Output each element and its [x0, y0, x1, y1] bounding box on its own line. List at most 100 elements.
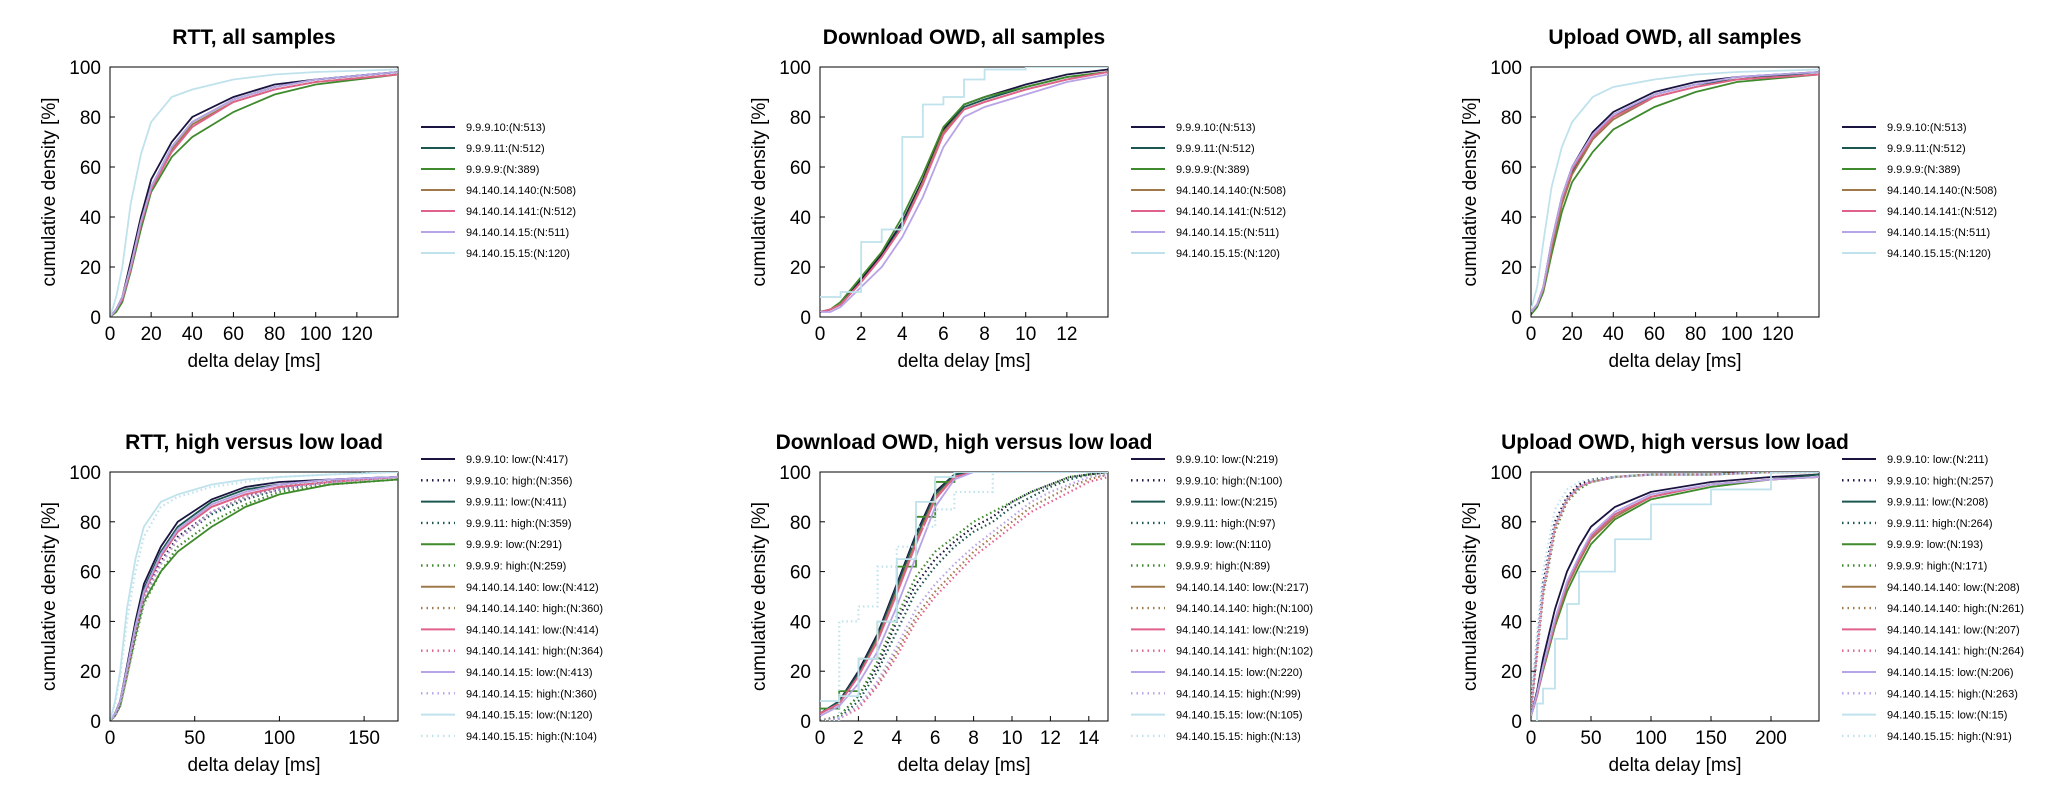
legend-entry: 94.140.15.15:(N:120) — [1887, 248, 1991, 260]
plot-area-frame — [109, 66, 399, 318]
x-tick-label: 80 — [264, 324, 285, 345]
legend-entry: 94.140.14.141: high:(N:364) — [466, 646, 603, 658]
legend-entry: 9.9.9.9:(N:389) — [1176, 164, 1249, 176]
series-line-13 — [110, 472, 398, 721]
x-tick-label: 150 — [348, 728, 380, 749]
x-tick-label: 8 — [979, 324, 990, 345]
x-tick-label: 0 — [1526, 324, 1537, 345]
series-line-11 — [820, 472, 1108, 717]
legend-entry: 9.9.9.10: low:(N:219) — [1176, 454, 1278, 466]
y-tick-label: 60 — [1501, 563, 1522, 584]
legend-entry: 94.140.14.140:(N:508) — [466, 185, 576, 197]
legend-entry: 9.9.9.10: low:(N:211) — [1887, 454, 1988, 466]
legend-entry: 94.140.15.15: low:(N:105) — [1176, 710, 1303, 722]
x-tick-label: 150 — [1695, 728, 1727, 749]
series-line-12 — [110, 475, 398, 721]
x-tick-label: 0 — [815, 324, 826, 345]
legend-entry: 94.140.14.15:(N:511) — [466, 227, 569, 239]
series-line-6 — [110, 71, 398, 317]
x-tick-label: 4 — [892, 728, 903, 749]
x-tick-label: 100 — [1635, 728, 1667, 749]
chart-title: Download OWD, high versus low load — [776, 431, 1153, 454]
legend: 9.9.9.10:(N:513) 9.9.9.11:(N:512) 9.9.9.9:… — [1842, 122, 1997, 260]
series-line-12 — [820, 473, 1108, 721]
series-line-6 — [1531, 71, 1819, 313]
y-tick-label: 0 — [1511, 308, 1522, 329]
legend-entry: 94.140.14.140: high:(N:261) — [1887, 603, 2024, 615]
legend-entry: 9.9.9.11: low:(N:215) — [1176, 497, 1277, 509]
x-tick-label: 10 — [1015, 324, 1036, 345]
series-line-3 — [1531, 473, 1819, 717]
y-axis-label: cumulative density [%] — [39, 502, 60, 691]
series-line-5 — [110, 73, 398, 317]
legend-entry: 94.140.15.15: low:(N:15) — [1887, 710, 2007, 722]
y-tick-label: 20 — [790, 662, 811, 683]
legend-entry: 94.140.14.140: low:(N:412) — [466, 582, 599, 594]
legend-entry: 94.140.14.140: low:(N:217) — [1176, 582, 1309, 594]
x-tick-label: 20 — [1562, 324, 1583, 345]
series-line-13 — [820, 472, 1108, 702]
series-line-7 — [1531, 68, 1819, 310]
y-tick-label: 60 — [790, 563, 811, 584]
x-tick-label: 0 — [1526, 728, 1537, 749]
x-tick-label: 6 — [938, 324, 949, 345]
series-line-11 — [1531, 476, 1819, 717]
y-tick-label: 100 — [779, 463, 811, 484]
legend-entry: 9.9.9.10: high:(N:257) — [1887, 475, 1993, 487]
y-tick-label: 20 — [1501, 662, 1522, 683]
plot-area-frame — [819, 471, 1109, 722]
legend-entry: 9.9.9.11: low:(N:411) — [466, 497, 566, 509]
y-tick-label: 40 — [1501, 612, 1522, 633]
series-line-6 — [820, 472, 1108, 721]
series-line-2 — [110, 71, 398, 317]
legend-entry: 94.140.14.15:(N:511) — [1176, 227, 1279, 239]
legend-entry: 94.140.14.140: high:(N:100) — [1176, 603, 1313, 615]
series-line-10 — [820, 475, 1108, 721]
series-line-9 — [1531, 476, 1819, 717]
y-tick-label: 0 — [1511, 712, 1522, 733]
legend-entry: 94.140.15.15: high:(N:104) — [466, 731, 597, 743]
legend-entry: 94.140.14.141: low:(N:207) — [1887, 624, 2020, 636]
legend-entry: 94.140.15.15: high:(N:91) — [1887, 731, 2012, 743]
x-tick-label: 2 — [853, 728, 864, 749]
legend-entry: 94.140.14.15: low:(N:413) — [466, 667, 593, 679]
x-tick-label: 120 — [341, 324, 373, 345]
legend-entry: 94.140.14.15: low:(N:220) — [1176, 667, 1303, 679]
x-axis-label: delta delay [ms] — [1608, 351, 1741, 372]
y-tick-label: 100 — [1490, 58, 1522, 79]
series-line-5 — [820, 71, 1108, 313]
x-tick-label: 80 — [1685, 324, 1706, 345]
series-line-14 — [1531, 472, 1819, 697]
series-line-1 — [110, 71, 398, 317]
series-line-5 — [110, 478, 398, 721]
legend-entry: 94.140.14.141: low:(N:414) — [466, 624, 599, 636]
series-line-5 — [1531, 73, 1819, 313]
x-tick-label: 100 — [264, 728, 296, 749]
y-tick-label: 0 — [800, 308, 811, 329]
legend-entry: 94.140.14.15: low:(N:206) — [1887, 667, 2014, 679]
legend-entry: 9.9.9.11:(N:512) — [1887, 143, 1966, 155]
legend-entry: 9.9.9.9: low:(N:193) — [1887, 539, 1983, 551]
series-line-7 — [110, 68, 398, 317]
series-line-4 — [1531, 73, 1819, 313]
series-line-12 — [1531, 472, 1819, 709]
x-tick-label: 100 — [300, 324, 332, 345]
series-line-4 — [1531, 472, 1819, 709]
series-line-8 — [1531, 472, 1819, 712]
chart-title: RTT, high versus low load — [125, 431, 383, 454]
legend: 9.9.9.10: low:(N:417) 9.9.9.10: high:(N:3… — [421, 454, 603, 743]
legend-entry: 94.140.14.141: low:(N:219) — [1176, 624, 1309, 636]
series-line-5 — [820, 472, 1108, 710]
legend-entry: 94.140.14.140: low:(N:208) — [1887, 582, 2020, 594]
chart-title: RTT, all samples — [172, 26, 335, 49]
y-tick-label: 0 — [90, 712, 101, 733]
legend-entry: 9.9.9.11: high:(N:264) — [1887, 518, 1993, 530]
legend-entry: 94.140.14.15: high:(N:99) — [1176, 688, 1301, 700]
series-line-4 — [820, 472, 1108, 721]
legend-entry: 94.140.14.141:(N:512) — [1176, 206, 1286, 218]
y-tick-label: 80 — [1501, 108, 1522, 129]
legend-entry: 9.9.9.11:(N:512) — [466, 143, 545, 155]
legend-entry: 9.9.9.9: high:(N:89) — [1176, 561, 1270, 573]
y-tick-label: 0 — [90, 308, 101, 329]
legend-entry: 94.140.15.15: high:(N:13) — [1176, 731, 1301, 743]
